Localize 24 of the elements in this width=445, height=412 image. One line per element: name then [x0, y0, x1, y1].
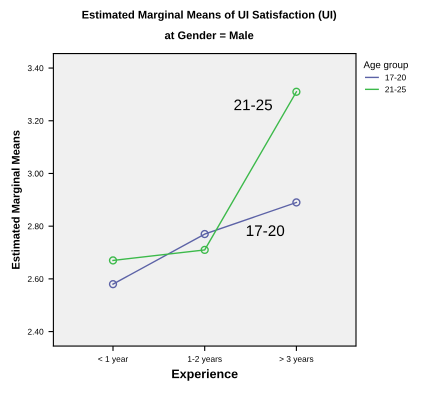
legend-label: 21-25 — [385, 86, 406, 92]
point — [200, 230, 209, 238]
x-tick-label: 1-2 years — [188, 356, 222, 364]
point — [292, 88, 301, 96]
point — [108, 256, 118, 265]
legend-title: Age group — [364, 61, 408, 70]
x-axis-title: Experience — [172, 369, 238, 381]
y-tick-label: 2.60 — [28, 276, 44, 282]
x-tick-label: < 1 year — [98, 356, 128, 364]
point — [292, 198, 301, 207]
chart-subtitle: at Gender = Male — [164, 31, 254, 40]
annotation: 17-20 — [246, 225, 284, 236]
x-tick-label: > 3 years — [280, 356, 314, 364]
y-tick-label: 3.40 — [28, 65, 44, 72]
point — [200, 246, 209, 254]
chart-title: Estimated Marginal Means of UI Satisfaction (UI) — [82, 10, 336, 21]
y-tick-label: 3.00 — [28, 170, 44, 177]
point — [108, 280, 118, 288]
legend-label: 17-20 — [385, 74, 406, 80]
y-axis-title: Estimated Marginal Means — [12, 130, 22, 269]
y-tick-label: 3.20 — [28, 118, 44, 124]
y-tick-label: 2.80 — [28, 223, 44, 230]
y-tick-label: 2.40 — [28, 328, 44, 335]
annotation: 21-25 — [234, 99, 272, 110]
